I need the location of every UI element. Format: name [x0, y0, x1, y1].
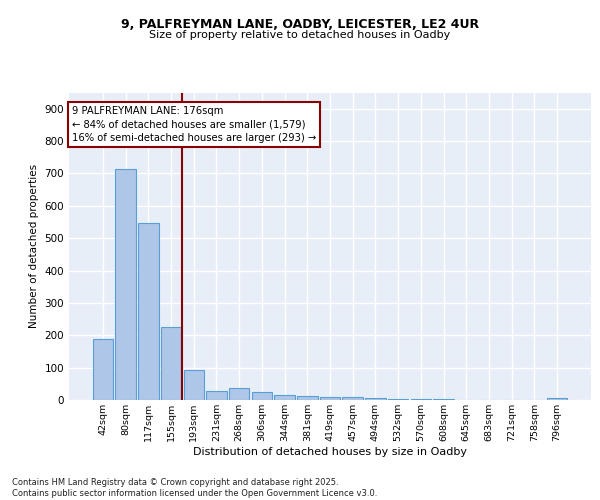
Bar [229, 388, 250, 400]
Text: 9, PALFREYMAN LANE, OADBY, LEICESTER, LE2 4UR: 9, PALFREYMAN LANE, OADBY, LEICESTER, LE… [121, 18, 479, 30]
Text: 9 PALFREYMAN LANE: 176sqm
← 84% of detached houses are smaller (1,579)
16% of se: 9 PALFREYMAN LANE: 176sqm ← 84% of detac… [71, 106, 316, 142]
Bar [93, 339, 113, 400]
Bar [115, 169, 136, 400]
Bar [274, 395, 295, 400]
Bar [320, 397, 340, 400]
Text: Contains HM Land Registry data © Crown copyright and database right 2025.
Contai: Contains HM Land Registry data © Crown c… [12, 478, 377, 498]
Bar [388, 399, 409, 400]
Bar [365, 398, 386, 400]
Bar [547, 398, 567, 400]
Bar [251, 392, 272, 400]
Bar [184, 370, 204, 400]
Bar [161, 328, 181, 400]
Bar [297, 396, 317, 400]
Text: Size of property relative to detached houses in Oadby: Size of property relative to detached ho… [149, 30, 451, 40]
Bar [343, 398, 363, 400]
Bar [206, 392, 227, 400]
X-axis label: Distribution of detached houses by size in Oadby: Distribution of detached houses by size … [193, 446, 467, 456]
Bar [138, 224, 158, 400]
Y-axis label: Number of detached properties: Number of detached properties [29, 164, 39, 328]
